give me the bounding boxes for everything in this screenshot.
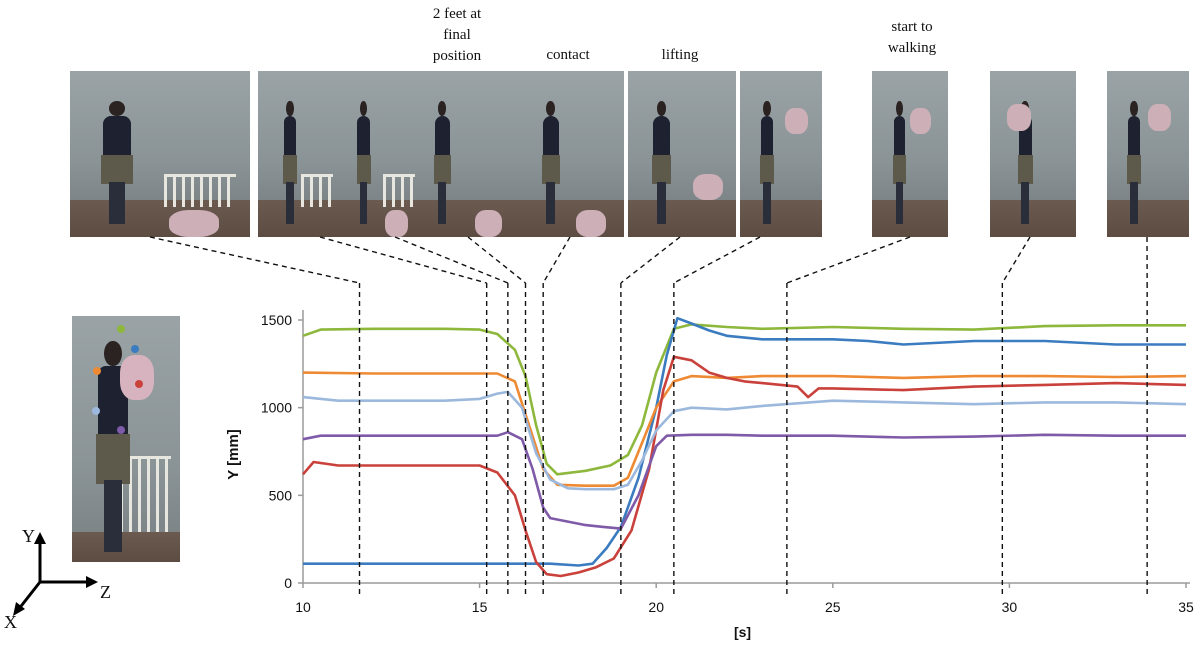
x-tick-label: 15 [472, 599, 488, 615]
photo-frame [422, 71, 518, 237]
photo-frame [258, 71, 340, 237]
photo-connector-line [673, 236, 761, 284]
photo-frame [340, 71, 422, 237]
marker-dot [92, 407, 100, 415]
x-tick-label: 30 [1002, 599, 1018, 615]
series-line [302, 323, 1186, 476]
marker-dot [117, 426, 125, 434]
marker-dot [93, 367, 101, 375]
marker-dot [131, 345, 139, 353]
x-tick-label: 25 [825, 599, 841, 615]
marker-dot [135, 380, 143, 388]
series-line [302, 371, 1187, 487]
y-tick-label: 1000 [261, 400, 292, 416]
photo-connector-line [786, 236, 911, 284]
axes-icon-x-label: X [4, 612, 17, 632]
photo-connector-line [542, 236, 571, 284]
y-tick-label: 1500 [261, 312, 292, 328]
photo-connector-line [1001, 236, 1031, 284]
axes-icon [13, 532, 98, 616]
x-axis-title: [s] [734, 624, 751, 640]
x-tick-label: 20 [648, 599, 664, 615]
series-line [302, 390, 1187, 491]
y-tick-label: 500 [269, 487, 293, 503]
x-tick-label: 35 [1178, 599, 1194, 615]
photo-connector-line [319, 236, 487, 284]
y-tick-label: 0 [284, 575, 292, 591]
series-line [302, 355, 1187, 578]
photo-connector-line [394, 236, 509, 284]
phase-label-lifting: lifting [661, 47, 699, 63]
series-line [303, 316, 1186, 567]
photo-frame [1107, 71, 1189, 237]
series-line [302, 430, 1186, 530]
photo-frame [518, 71, 624, 237]
photo-frame [740, 71, 822, 237]
marker-dot [117, 325, 125, 333]
photo-connector-line [620, 236, 681, 284]
photo-connector-line [149, 236, 360, 284]
phase-label-feet: 2 feet at final position [432, 6, 482, 64]
photo-frame [70, 71, 250, 237]
photo-frame [990, 71, 1076, 237]
y-axis-title: Y [mm] [225, 429, 242, 480]
x-tick-label: 10 [295, 599, 311, 615]
phase-label-contact: contact [546, 47, 590, 63]
photo-connector-line [467, 236, 526, 284]
phase-label-walking: start to walking [887, 19, 937, 56]
axes-icon-y-label: Y [22, 526, 35, 546]
axes-icon-z-label: Z [100, 582, 111, 602]
photo-frame [872, 71, 948, 237]
photo-frame [628, 71, 736, 237]
marker-photo [72, 316, 180, 562]
